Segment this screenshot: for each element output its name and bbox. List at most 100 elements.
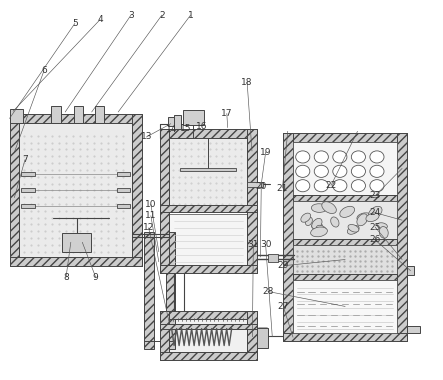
Circle shape [314, 180, 328, 192]
Text: 6: 6 [41, 66, 47, 75]
Text: 2: 2 [159, 11, 165, 20]
Circle shape [351, 180, 365, 192]
Ellipse shape [322, 202, 336, 214]
Text: 11: 11 [145, 211, 156, 220]
Text: 10: 10 [145, 200, 156, 209]
Text: 9: 9 [93, 272, 98, 282]
Ellipse shape [305, 217, 312, 226]
Text: 21: 21 [277, 184, 288, 193]
Text: 13: 13 [141, 133, 152, 141]
Circle shape [295, 151, 310, 163]
Circle shape [333, 180, 347, 192]
Bar [117, 188, 130, 192]
Bar [159, 352, 257, 360]
Ellipse shape [348, 225, 359, 232]
Bar [257, 328, 268, 348]
Bar [159, 265, 257, 273]
Bar [132, 114, 142, 266]
Bar [293, 245, 397, 274]
Text: 16: 16 [196, 122, 207, 131]
Bar [159, 205, 257, 212]
Text: 18: 18 [241, 78, 253, 87]
Bar [169, 320, 247, 352]
Text: 14: 14 [167, 125, 178, 134]
Ellipse shape [301, 213, 311, 222]
Text: 19: 19 [260, 148, 272, 157]
Text: 24: 24 [369, 208, 381, 217]
Bar [284, 133, 293, 342]
Circle shape [370, 165, 384, 177]
Bar [166, 233, 175, 349]
Bar [21, 188, 35, 192]
Bar [144, 233, 154, 349]
Text: 30: 30 [260, 241, 272, 249]
Bar [169, 214, 247, 265]
Circle shape [333, 165, 347, 177]
Text: 8: 8 [63, 272, 69, 282]
Ellipse shape [311, 223, 322, 229]
Text: 3: 3 [128, 11, 134, 20]
Bar [284, 333, 407, 342]
Bar [407, 326, 420, 333]
Bar [21, 204, 35, 208]
Bar [247, 182, 264, 187]
Bar [117, 172, 130, 176]
Circle shape [351, 151, 365, 163]
Bar [293, 239, 397, 245]
Bar [19, 123, 132, 257]
Text: 28: 28 [262, 287, 274, 296]
Bar [159, 311, 257, 320]
Bar [397, 133, 407, 342]
Text: 20: 20 [256, 182, 267, 191]
Text: 27: 27 [278, 302, 289, 311]
Text: 12: 12 [143, 223, 154, 232]
Circle shape [314, 151, 328, 163]
Text: 23: 23 [369, 191, 381, 200]
Ellipse shape [379, 226, 388, 238]
Ellipse shape [357, 213, 372, 222]
Ellipse shape [311, 227, 327, 237]
Bar [159, 130, 257, 138]
Bar [159, 324, 257, 329]
Bar [10, 114, 142, 123]
Circle shape [333, 151, 347, 163]
Text: 15: 15 [179, 124, 191, 133]
Text: 25: 25 [369, 223, 381, 231]
Ellipse shape [316, 225, 326, 233]
Bar [247, 311, 257, 360]
Bar [51, 106, 61, 123]
Text: 26: 26 [369, 236, 381, 244]
Bar [293, 280, 397, 333]
Bar [174, 115, 181, 130]
Bar [62, 233, 91, 252]
Ellipse shape [330, 217, 339, 227]
Text: 29: 29 [278, 261, 289, 270]
Bar [159, 130, 169, 273]
Bar [180, 168, 236, 171]
Bar [293, 141, 397, 195]
Text: 1: 1 [188, 11, 194, 20]
Ellipse shape [357, 214, 368, 226]
Ellipse shape [369, 206, 382, 218]
Text: 17: 17 [221, 109, 233, 118]
Bar [10, 109, 23, 123]
Bar [21, 172, 35, 176]
Text: 7: 7 [22, 155, 28, 164]
Bar [284, 133, 407, 141]
Ellipse shape [340, 206, 354, 217]
Bar [293, 201, 397, 239]
Bar [268, 253, 278, 262]
Bar [167, 117, 174, 127]
Bar [183, 111, 204, 125]
Bar [10, 114, 19, 266]
Bar [74, 106, 83, 123]
Text: 31: 31 [248, 241, 259, 249]
Bar [293, 195, 397, 201]
Text: 22: 22 [326, 181, 337, 190]
Circle shape [370, 180, 384, 192]
Bar [247, 130, 257, 273]
Circle shape [314, 165, 328, 177]
Bar [117, 204, 130, 208]
Ellipse shape [377, 223, 387, 229]
Ellipse shape [347, 225, 359, 234]
